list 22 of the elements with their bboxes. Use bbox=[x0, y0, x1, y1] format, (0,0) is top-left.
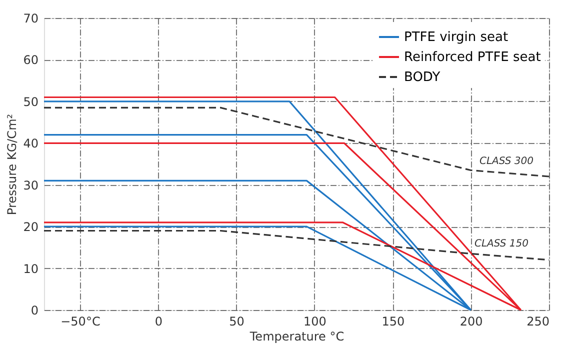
legend-label: Reinforced PTFE seat bbox=[404, 50, 541, 65]
x-tick-label: 150 bbox=[382, 314, 405, 328]
y-tick-label: 70 bbox=[23, 12, 38, 26]
y-tick-label: 0 bbox=[30, 304, 38, 318]
y-axis-title: Pressure KG/Cm² bbox=[5, 114, 20, 216]
y-tick-label: 50 bbox=[23, 94, 38, 109]
y-tick-label: 40 bbox=[23, 136, 38, 151]
legend-label: PTFE virgin seat bbox=[404, 30, 508, 45]
y-tick-label: 30 bbox=[23, 178, 38, 192]
y-tick-label: 60 bbox=[23, 53, 38, 68]
x-tick-label: 50 bbox=[229, 314, 244, 328]
x-axis-title: Temperature °C bbox=[248, 330, 344, 344]
legend-label: BODY bbox=[404, 70, 440, 85]
x-tick-label: −50°C bbox=[60, 314, 100, 328]
y-tick-label: 20 bbox=[23, 220, 38, 234]
annotation: CLASS 150 bbox=[474, 238, 528, 250]
annotation: CLASS 300 bbox=[480, 156, 534, 167]
y-tick-label: 10 bbox=[23, 262, 38, 276]
x-tick-label: 250 bbox=[526, 314, 550, 328]
x-tick-label: 0 bbox=[154, 314, 162, 328]
x-tick-label: 100 bbox=[304, 314, 326, 328]
x-tick-label: 200 bbox=[460, 314, 483, 328]
